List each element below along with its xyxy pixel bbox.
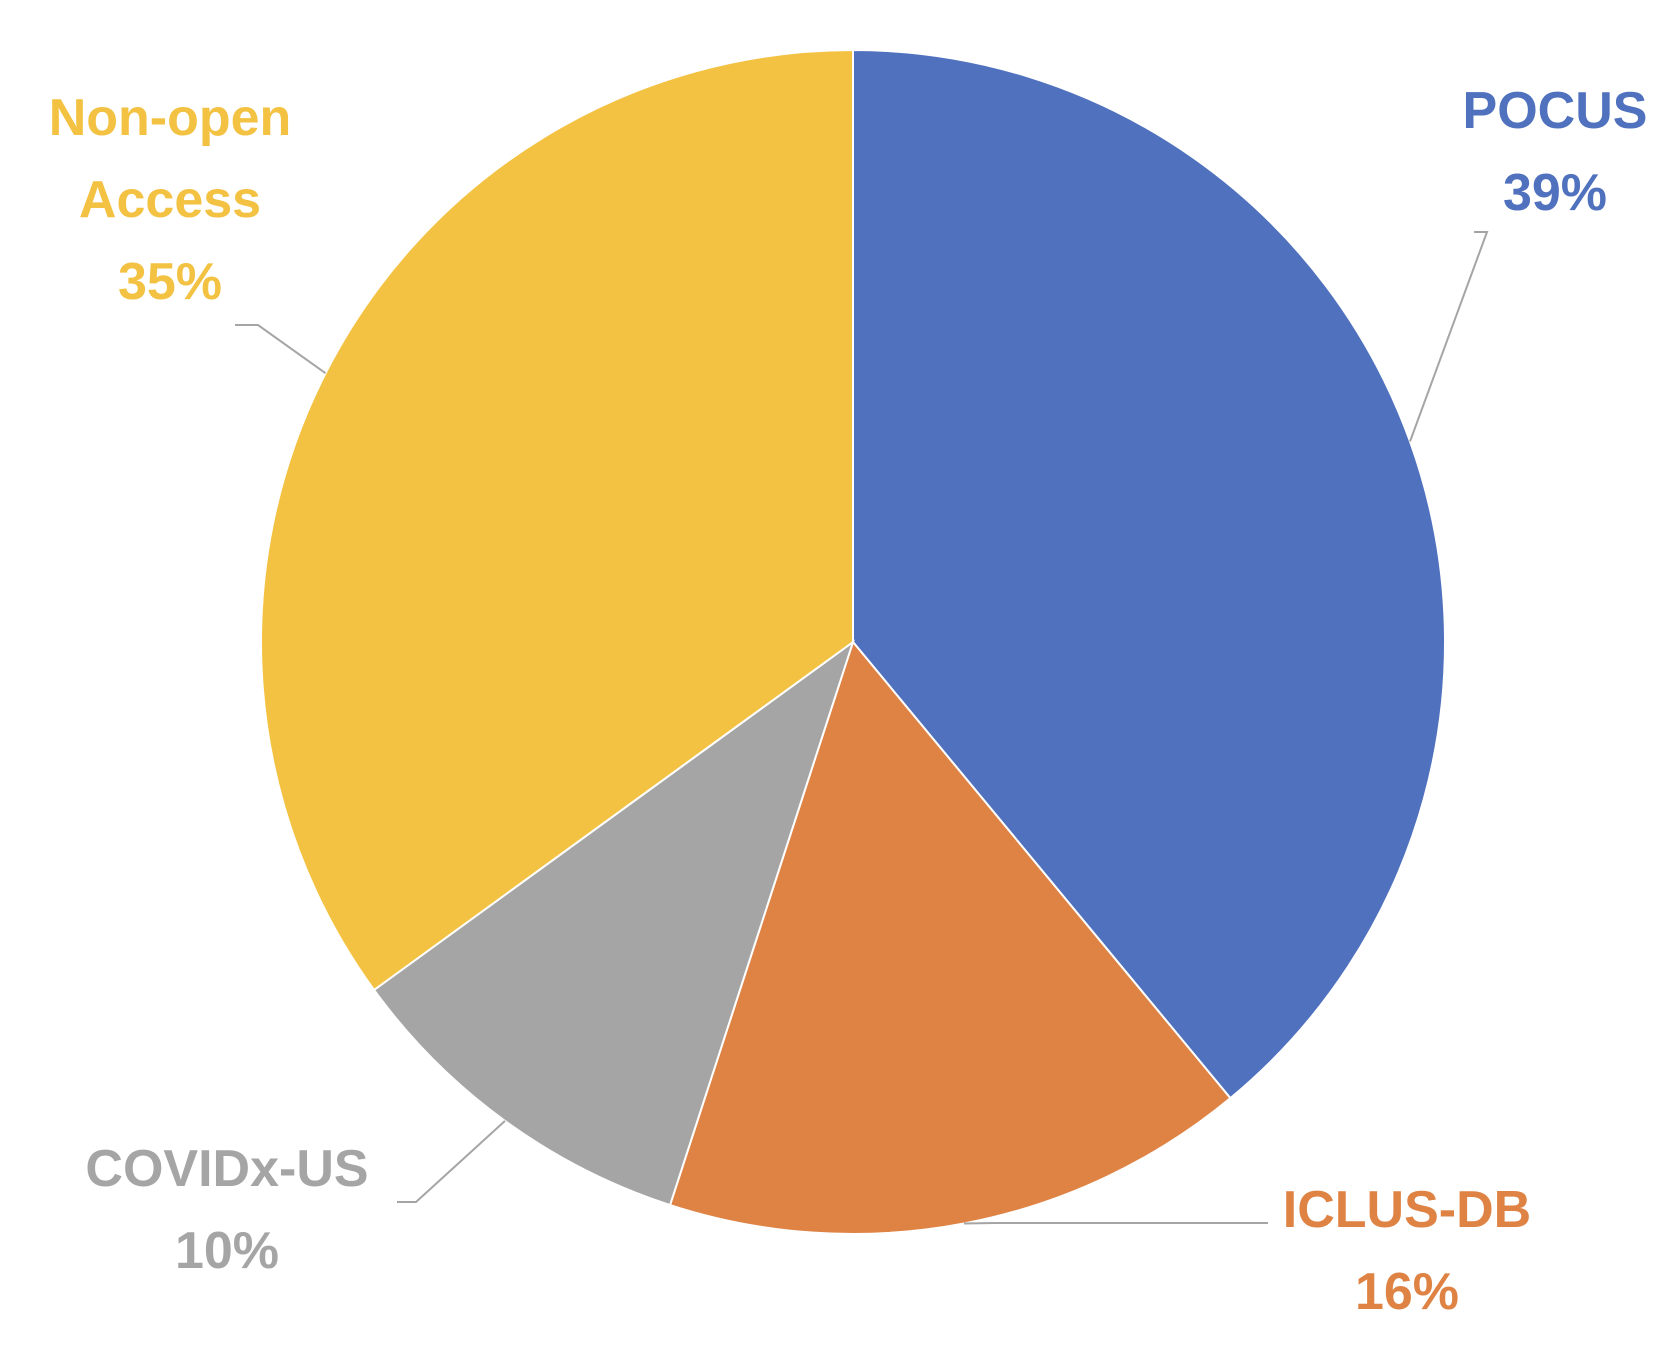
- data-label-value-non-open-access: 35%: [118, 253, 222, 311]
- leader-lines-layer: [235, 231, 1489, 1225]
- pie-slice-non-open-access: [260, 48, 854, 992]
- slices-layer: [260, 48, 1446, 1235]
- data-label-value-iclus-db: 16%: [1355, 1263, 1459, 1321]
- data-label-name-covidx-us: COVIDx-US: [85, 1140, 368, 1198]
- data-label-value-pocus: 39%: [1503, 164, 1607, 222]
- leader-line-covidx-us: [397, 1120, 506, 1203]
- data-label-value-covidx-us: 10%: [175, 1222, 279, 1280]
- data-labels-layer: POCUS 39% ICLUS-DB 16% COVIDx-US 10% Non-open A…: [49, 82, 1648, 1321]
- leader-line-pocus: [1409, 231, 1489, 442]
- data-label-name-iclus-db: ICLUS-DB: [1283, 1181, 1531, 1239]
- leader-line-iclus-db: [963, 1222, 1268, 1225]
- data-label-name-pocus: POCUS: [1463, 82, 1648, 140]
- data-label-name-non-open-access: Access: [79, 171, 261, 229]
- pie-slice-covidx-us: [372, 639, 855, 1207]
- data-label-name-non-open-access: Non-open: [49, 89, 292, 147]
- leader-line-non-open-access: [235, 324, 327, 375]
